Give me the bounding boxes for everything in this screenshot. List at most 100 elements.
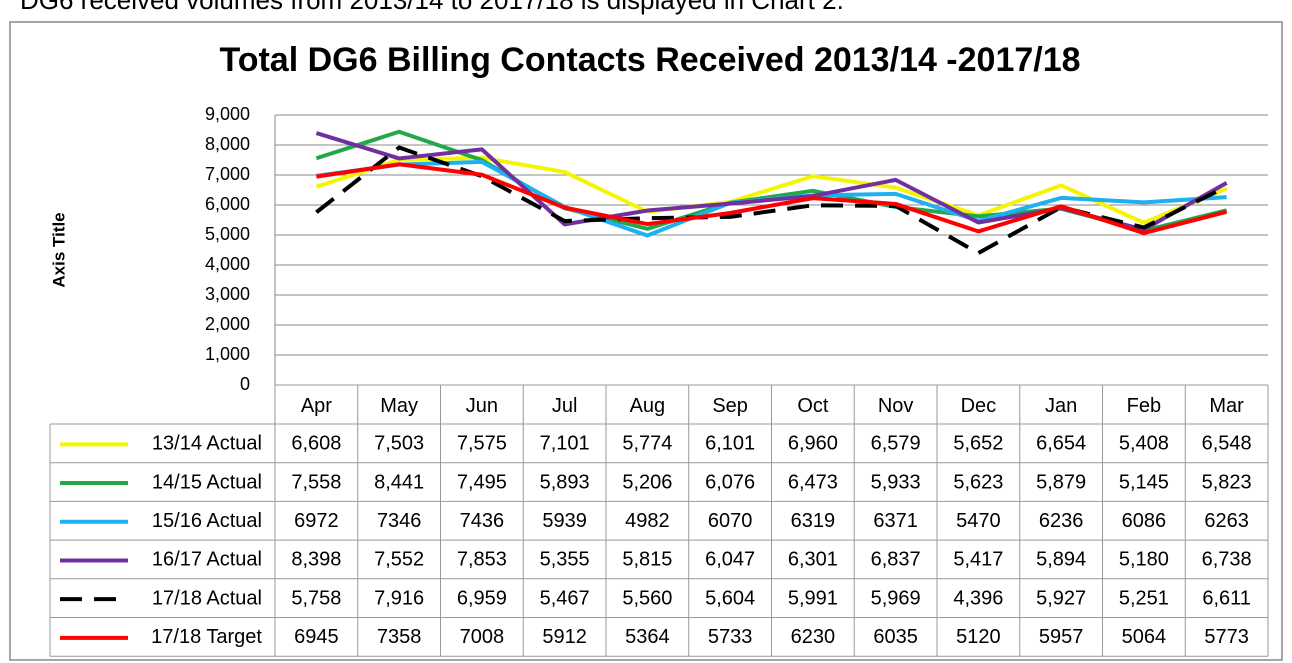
chart-title: Total DG6 Billing Contacts Received 2013… — [219, 41, 1080, 79]
table-value: 6,101 — [705, 433, 755, 455]
table-value: 6,611 — [1202, 587, 1251, 609]
table-value: 6,047 — [705, 549, 755, 571]
table-value: 6086 — [1122, 510, 1167, 532]
table-value: 5,933 — [871, 471, 921, 493]
x-tick-label: Aug — [630, 395, 666, 417]
table-value: 6371 — [873, 510, 918, 532]
y-tick-label: 2,000 — [205, 314, 250, 334]
intro-text: DG6 received volumes from 2013/14 to 201… — [20, 0, 844, 15]
table-value: 5,355 — [540, 549, 590, 571]
table-value: 5,991 — [788, 587, 838, 609]
y-tick-label: 4,000 — [205, 254, 250, 274]
x-tick-label: Jun — [466, 395, 498, 417]
table-value: 5939 — [542, 510, 587, 532]
table-value: 5470 — [956, 510, 1001, 532]
table-value: 5064 — [1122, 626, 1167, 648]
table-value: 5,145 — [1119, 471, 1169, 493]
table-value: 5,894 — [1036, 549, 1086, 571]
table-value: 7,916 — [374, 587, 424, 609]
table-value: 7358 — [377, 626, 422, 648]
legend-label: 16/17 Actual — [152, 549, 262, 571]
table-value: 5,927 — [1036, 587, 1086, 609]
table-value: 5,823 — [1202, 471, 1252, 493]
y-tick-label: 8,000 — [205, 134, 250, 154]
table-value: 6236 — [1039, 510, 1084, 532]
series-line — [315, 155, 1228, 225]
y-tick-label: 5,000 — [205, 224, 250, 244]
legend-label: 14/15 Actual — [152, 471, 262, 493]
table-value: 5,815 — [622, 549, 672, 571]
table-value: 5957 — [1039, 626, 1084, 648]
table-value: 5,758 — [291, 587, 341, 609]
table-value: 5364 — [625, 626, 670, 648]
table-value: 5,206 — [622, 471, 672, 493]
x-tick-label: Mar — [1209, 395, 1244, 417]
table-value: 6,301 — [788, 549, 838, 571]
y-tick-label: 7,000 — [205, 164, 250, 184]
table-value: 6,959 — [457, 587, 507, 609]
table-value: 7,575 — [457, 433, 507, 455]
table-value: 5,879 — [1036, 471, 1086, 493]
table-value: 5,652 — [953, 433, 1003, 455]
y-tick-label: 0 — [240, 374, 250, 394]
table-value: 7,853 — [457, 549, 507, 571]
table-value: 6972 — [294, 510, 339, 532]
table-value: 6,837 — [871, 549, 921, 571]
table-value: 7,552 — [374, 549, 424, 571]
table-value: 7,495 — [457, 471, 507, 493]
table-value: 6,473 — [788, 471, 838, 493]
series-line — [316, 162, 1228, 236]
table-value: 6,548 — [1202, 433, 1252, 455]
y-axis-title: Axis Title — [49, 212, 68, 287]
legend-label: 13/14 Actual — [152, 433, 262, 455]
table-value: 8,398 — [291, 549, 341, 571]
table-value: 5,467 — [540, 587, 590, 609]
table-value: 5,251 — [1119, 587, 1169, 609]
table-value: 6,738 — [1202, 549, 1252, 571]
x-tick-label: Sep — [712, 395, 748, 417]
legend-label: 17/18 Actual — [152, 587, 262, 609]
table-value: 6070 — [708, 510, 753, 532]
table-value: 5773 — [1204, 626, 1249, 648]
table-value: 5733 — [708, 626, 753, 648]
table-value: 7436 — [460, 510, 505, 532]
table-value: 6,654 — [1036, 433, 1086, 455]
table-value: 6945 — [294, 626, 339, 648]
y-tick-label: 6,000 — [205, 194, 250, 214]
table-value: 5,774 — [622, 433, 672, 455]
table-value: 7346 — [377, 510, 422, 532]
table-value: 7,101 — [540, 433, 590, 455]
table-value: 5120 — [956, 626, 1001, 648]
y-tick-label: 3,000 — [205, 284, 250, 304]
x-tick-label: Dec — [961, 395, 997, 417]
legend-label: 15/16 Actual — [152, 510, 262, 532]
table-value: 5,408 — [1119, 433, 1169, 455]
table-value: 6230 — [791, 626, 836, 648]
table-value: 6,076 — [705, 471, 755, 493]
table-value: 5,969 — [871, 587, 921, 609]
table-value: 8,441 — [374, 471, 424, 493]
table-value: 5,417 — [953, 549, 1003, 571]
table-value: 5,180 — [1119, 549, 1169, 571]
table-value: 6,608 — [291, 433, 341, 455]
x-tick-label: Apr — [301, 395, 332, 417]
table-value: 6,579 — [871, 433, 921, 455]
x-tick-label: May — [380, 395, 418, 417]
table-value: 5,623 — [953, 471, 1003, 493]
x-tick-label: Jul — [552, 395, 578, 417]
x-tick-label: Oct — [797, 395, 829, 417]
table-value: 6319 — [791, 510, 836, 532]
table-value: 6035 — [873, 626, 918, 648]
y-tick-label: 1,000 — [205, 344, 250, 364]
table-value: 7008 — [460, 626, 505, 648]
legend-label: 17/18 Target — [151, 626, 262, 648]
table-value: 6263 — [1204, 510, 1249, 532]
table-value: 7,503 — [374, 433, 424, 455]
table-value: 5,560 — [622, 587, 672, 609]
x-tick-label: Jan — [1045, 395, 1077, 417]
table-value: 5,604 — [705, 587, 755, 609]
table-value: 7,558 — [291, 471, 341, 493]
x-tick-label: Nov — [878, 395, 914, 417]
